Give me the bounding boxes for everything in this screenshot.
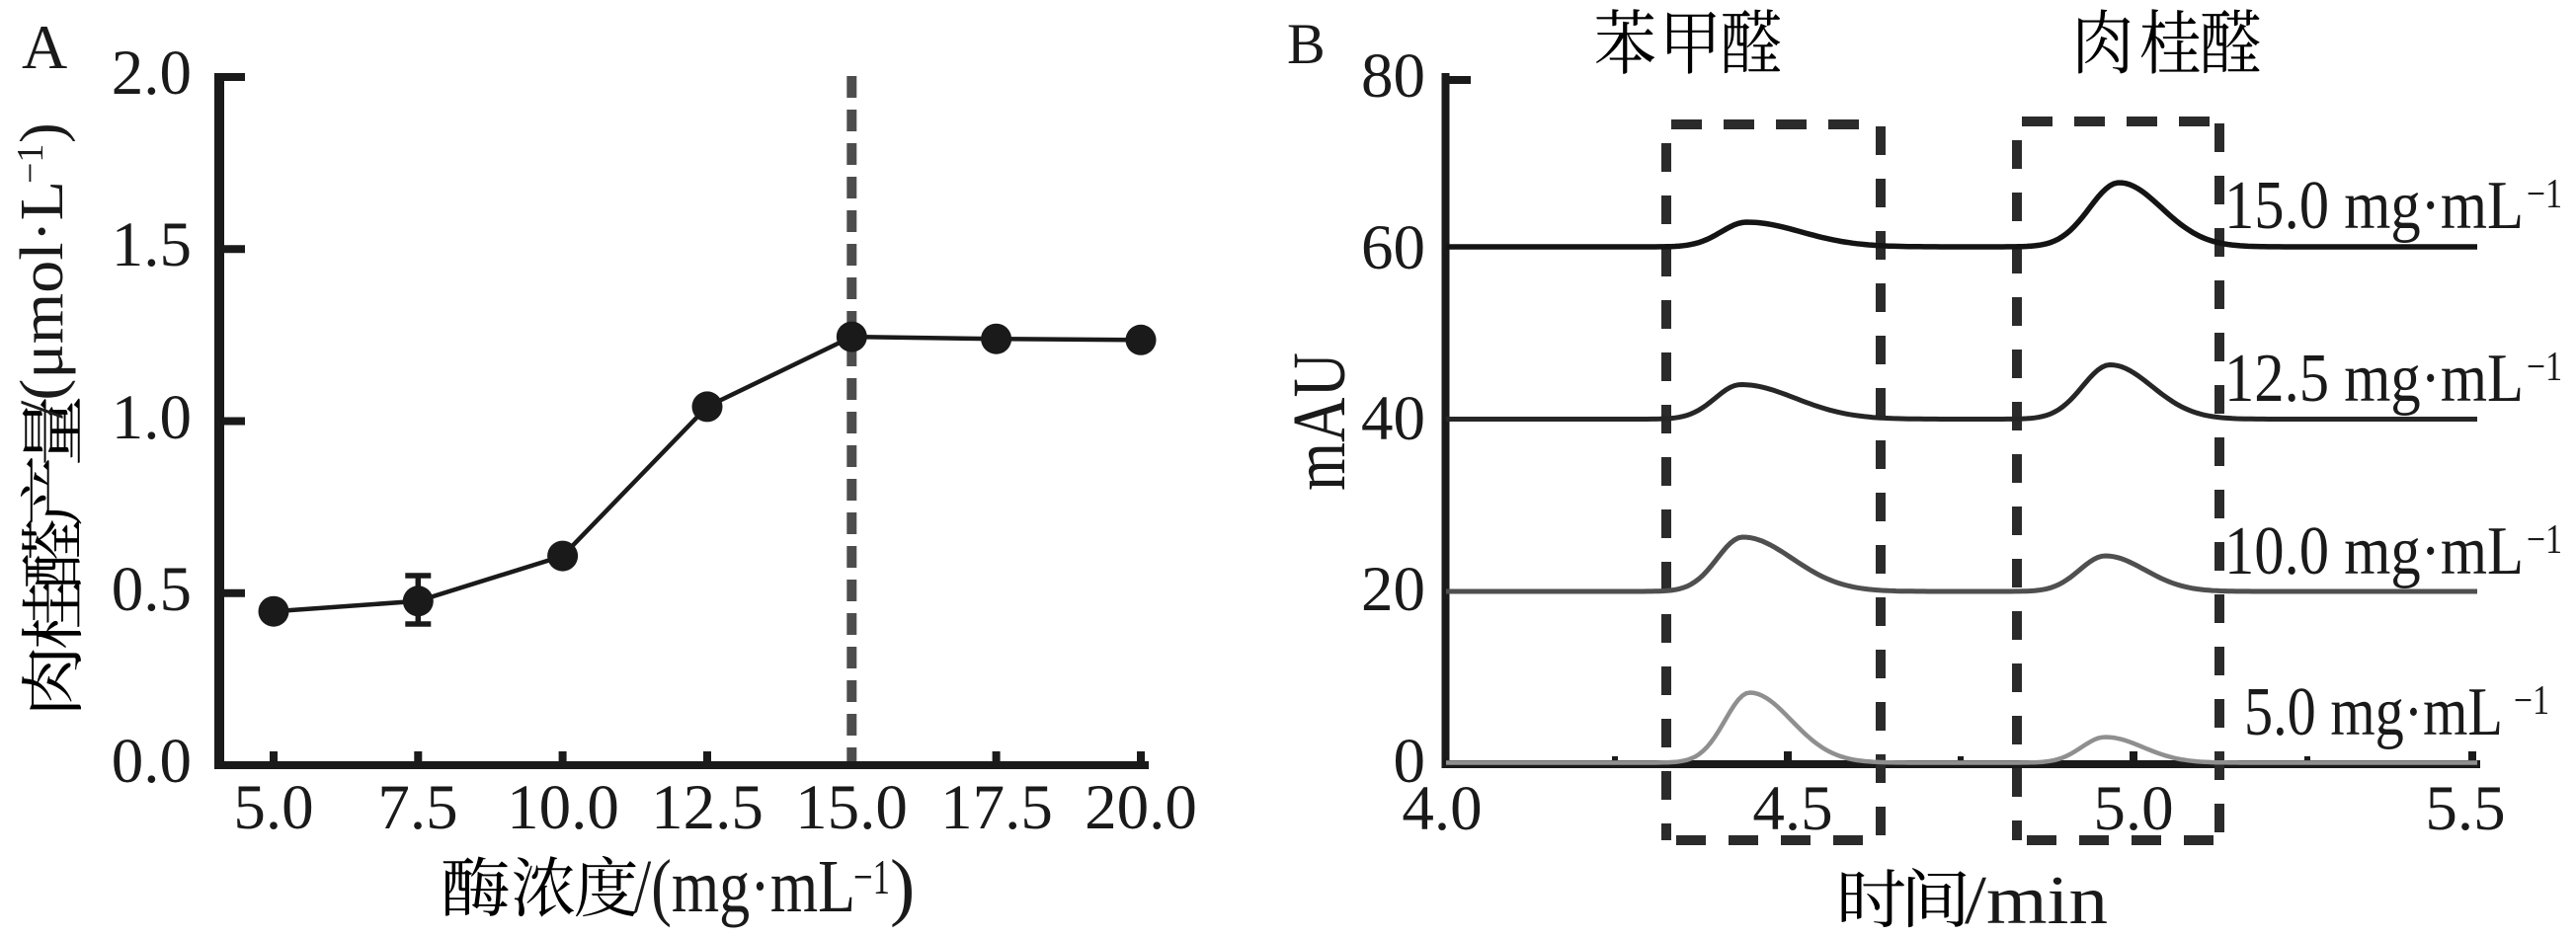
svg-text:60: 60: [1361, 212, 1425, 283]
svg-text:5.0: 5.0: [2093, 773, 2173, 844]
svg-text:4.0: 4.0: [1402, 773, 1482, 844]
svg-text:/(mg·mL: /(mg·mL: [634, 845, 855, 928]
svg-text:−1: −1: [2527, 517, 2562, 563]
svg-text:−1: −1: [2527, 172, 2562, 217]
svg-text:−1: −1: [10, 144, 51, 184]
svg-text:1.0: 1.0: [112, 382, 192, 453]
svg-text:−1: −1: [853, 849, 890, 904]
svg-text:20.0: 20.0: [1085, 772, 1197, 843]
svg-text:): ): [890, 845, 915, 928]
svg-text:10.0 mg·mL: 10.0 mg·mL: [2224, 513, 2524, 589]
svg-text:/min: /min: [1965, 863, 2108, 936]
svg-text:−1: −1: [2514, 678, 2549, 724]
svg-text:10.0: 10.0: [507, 772, 619, 843]
svg-text:7.5: 7.5: [377, 772, 457, 843]
svg-text:0.5: 0.5: [112, 554, 192, 625]
svg-text:0.0: 0.0: [112, 726, 192, 797]
svg-text:mAU: mAU: [1278, 352, 1361, 491]
svg-text:4.5: 4.5: [1752, 773, 1832, 844]
svg-text:15.0: 15.0: [795, 772, 908, 843]
svg-text:): ): [9, 122, 76, 143]
svg-text:17.5: 17.5: [940, 772, 1053, 843]
svg-text:80: 80: [1361, 40, 1425, 112]
svg-text:15.0 mg·mL: 15.0 mg·mL: [2224, 168, 2524, 244]
svg-text:12.5 mg·mL: 12.5 mg·mL: [2224, 341, 2524, 417]
svg-text:2.0: 2.0: [112, 38, 192, 109]
svg-text:5.5: 5.5: [2425, 773, 2505, 844]
svg-text:B: B: [1287, 12, 1326, 76]
svg-text:20: 20: [1361, 554, 1425, 625]
svg-text:40: 40: [1361, 383, 1425, 454]
svg-text:12.5: 12.5: [651, 772, 764, 843]
svg-text:1.5: 1.5: [112, 209, 192, 280]
svg-text:−1: −1: [2527, 345, 2562, 390]
svg-text:5.0 mg·mL: 5.0 mg·mL: [2244, 674, 2503, 750]
svg-text:/(μmol·L: /(μmol·L: [9, 181, 76, 419]
svg-text:5.0: 5.0: [233, 772, 313, 843]
svg-text:A: A: [22, 12, 67, 82]
svg-text:0: 0: [1394, 726, 1426, 797]
